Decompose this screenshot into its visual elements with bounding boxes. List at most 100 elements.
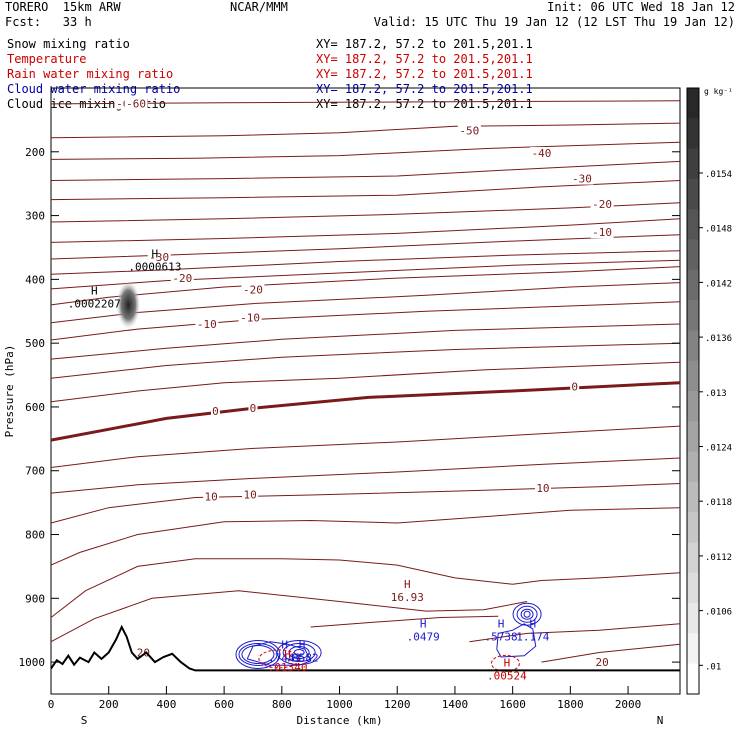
x-tick-label-4: 800: [272, 698, 292, 711]
org-label: NCAR/MMM: [230, 0, 288, 14]
extremum-marker-8: H: [504, 656, 511, 669]
isotherm-label-bg-13: [210, 404, 220, 417]
model-title: TORERO 15km ARW: [5, 0, 121, 14]
y-tick-label-5: 700: [25, 465, 45, 478]
extremum-marker-0: H: [152, 248, 159, 261]
extremum-value-3: .0479: [407, 630, 440, 643]
isotherm-4: [50, 180, 681, 201]
x-tick-label-3: 600: [214, 698, 234, 711]
isotherm-label-bg-18: [594, 656, 611, 669]
x-tick-label-10: 2000: [615, 698, 642, 711]
colorbar-tick-label-1: .0148: [705, 225, 732, 235]
isotherm-23: [310, 615, 499, 628]
cloud-water-right-2: [520, 608, 534, 620]
isotherm-10: [50, 266, 681, 306]
isotherm-label-9: -10: [592, 226, 612, 239]
field-coords-1: XY= 187.2, 57.2 to 201.5,201.1: [316, 52, 533, 66]
isotherm-label-bg-12: [570, 380, 580, 393]
cloud-water-mid-0: [276, 640, 322, 666]
cloud-water-right-outline: [496, 623, 537, 658]
cloud-water-left-outline: [246, 641, 312, 666]
y-tick-label-7: 900: [25, 592, 45, 605]
isotherm-label-4: -30: [572, 173, 592, 186]
x-tick-label-8: 1600: [499, 698, 526, 711]
isotherm-14: [50, 342, 681, 379]
isotherm-label-2: -50: [459, 125, 479, 138]
colorbar-segment-2: [687, 148, 699, 180]
colorbar-segment-16: [687, 572, 699, 604]
x-tick-label-2: 400: [156, 698, 176, 711]
isotherm-label-17: 10: [536, 482, 549, 495]
y-tick-label-6: 800: [25, 529, 45, 542]
colorbar-segment-18: [687, 633, 699, 665]
isotherm-label-1: -60: [126, 97, 146, 110]
isotherm-11: [50, 282, 681, 324]
isotherm-25: [541, 643, 681, 663]
colorbar-unit: g kg⁻¹: [704, 87, 733, 96]
field-name-0: Snow mixing ratio: [7, 37, 130, 51]
direction-north: N: [657, 714, 664, 727]
extremum-marker-1: H: [91, 285, 98, 298]
colorbar-tick-label-9: .01: [705, 662, 721, 672]
colorbar-segment-15: [687, 542, 699, 574]
colorbar-tick-label-8: .0106: [705, 608, 732, 618]
isotherm-label-16: 10: [243, 488, 256, 501]
colorbar-segment-4: [687, 209, 699, 240]
extremum-marker-5: H: [530, 617, 537, 630]
extremum-value-2: 16.93: [391, 591, 424, 604]
colorbar-tick-label-2: .0142: [705, 279, 732, 289]
isotherm-label-bg-9: [590, 226, 614, 239]
field-coords-3: XY= 187.2, 57.2 to 201.5,201.1: [316, 82, 533, 96]
isotherm-17: [50, 425, 681, 468]
cloud-water-mid-1: [282, 643, 316, 663]
extremum-value-7: .8582: [285, 652, 318, 665]
cloud-ice-shading: [116, 280, 141, 329]
colorbar-segment-0: [687, 88, 699, 119]
isotherm-12: [50, 301, 681, 341]
colorbar-segment-3: [687, 178, 699, 210]
x-tick-label-0: 0: [48, 698, 55, 711]
x-tick-label-1: 200: [99, 698, 119, 711]
x-tick-label-5: 1000: [326, 698, 353, 711]
colorbar-segment-13: [687, 481, 699, 513]
isotherm-label-bg-14: [248, 402, 258, 415]
isotherm-13: [50, 323, 681, 360]
isotherm-label-bg-10: [195, 318, 219, 331]
isotherm-18: [50, 457, 681, 494]
field-name-1: Temperature: [7, 52, 87, 66]
field-coords-4: XY= 187.2, 57.2 to 201.5,201.1: [316, 97, 533, 111]
isotherm-label-bg-1: [124, 97, 148, 110]
extremum-marker-4: H: [498, 617, 505, 630]
isotherm-15: [50, 361, 681, 403]
colorbar-tick-label-7: .0112: [705, 553, 732, 563]
extremum-value-1: .0002207: [68, 298, 121, 311]
valid-time: Valid: 15 UTC Thu 19 Jan 12 (12 LST Thu …: [373, 15, 735, 29]
isotherm-label-15: 10: [205, 490, 218, 503]
plot-frame: [50, 87, 681, 695]
isotherm-20: [50, 507, 681, 566]
cloud-water-mid-2: [288, 646, 310, 660]
isotherm-label-13: 0: [212, 405, 219, 418]
field-coords-0: XY= 187.2, 57.2 to 201.5,201.1: [316, 37, 533, 51]
isotherm-label-6: -20: [592, 198, 612, 211]
isotherm-label-7: -20: [243, 284, 263, 297]
extremum-value-9: .01340: [268, 661, 308, 674]
colorbar-segment-8: [687, 330, 699, 362]
isotherm-label-bg-15: [203, 490, 220, 503]
isotherm-22: [50, 590, 528, 643]
y-tick-label-3: 500: [25, 337, 45, 350]
isotherm-8: [50, 250, 681, 275]
isotherm-label-12: 0: [571, 381, 578, 394]
isotherm-21: [50, 558, 681, 618]
y-tick-label-8: 1000: [19, 656, 46, 669]
isotherm-5: [50, 202, 681, 223]
isotherm-label-bg-11: [238, 311, 262, 324]
isotherm-7: [50, 234, 681, 260]
isotherm-label-bg-3: [530, 147, 554, 160]
rain-contour-left: [258, 649, 300, 669]
extremum-value-0: .0000613: [128, 261, 181, 274]
isotherm-label-bg-17: [534, 481, 551, 494]
extremum-value-4: .5738: [485, 630, 518, 643]
colorbar-segment-5: [687, 239, 699, 271]
colorbar-tick-label-0: .0154: [705, 170, 732, 180]
